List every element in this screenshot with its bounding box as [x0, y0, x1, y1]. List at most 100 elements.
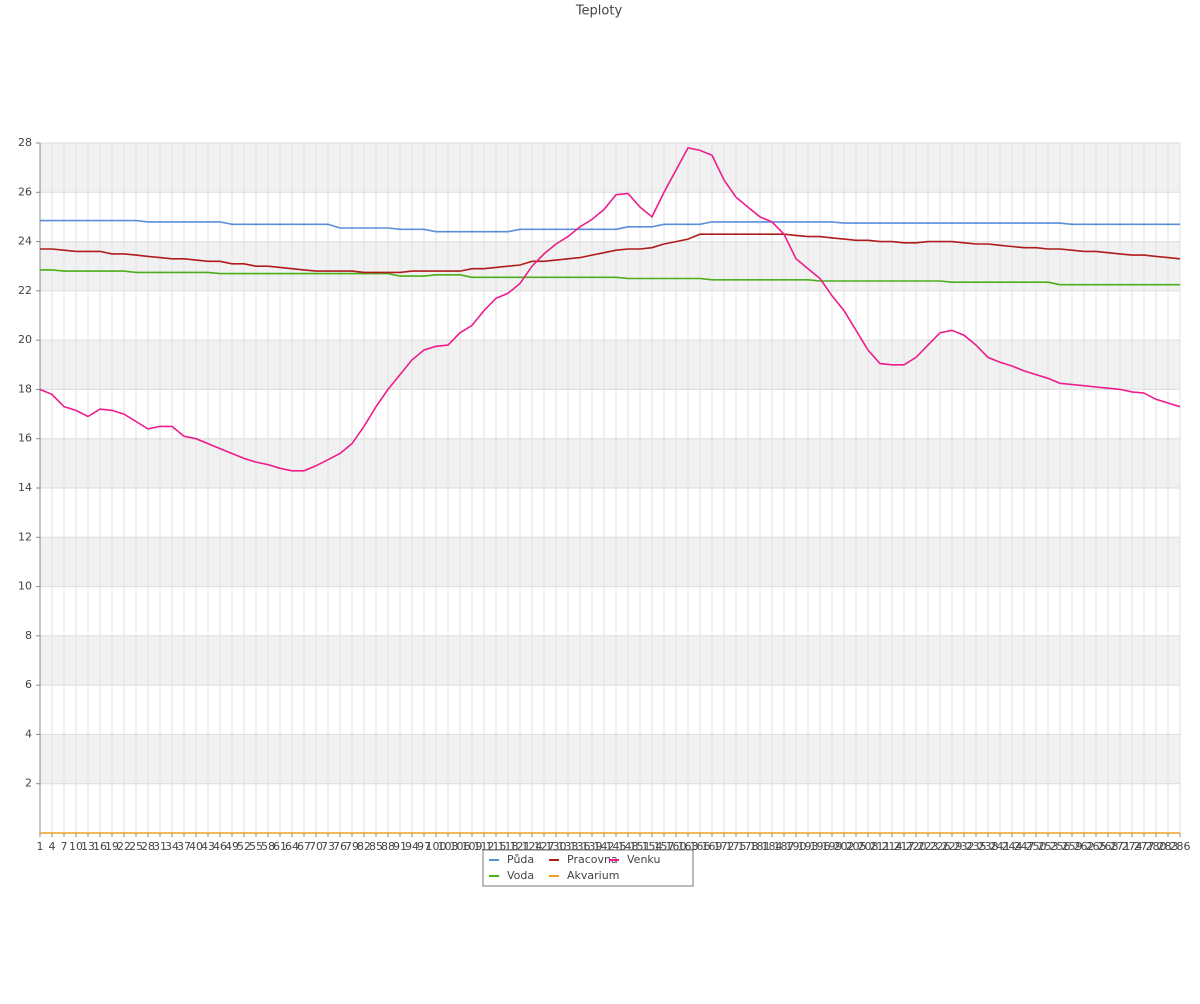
x-tick-label: 13 — [81, 840, 95, 853]
x-tick-label: 58 — [261, 840, 275, 853]
grid-band — [40, 340, 1180, 390]
x-tick-label: 94 — [405, 840, 419, 853]
x-tick-label: 283 — [1158, 840, 1179, 853]
x-tick-label: 76 — [333, 840, 347, 853]
x-tick-label: 193 — [798, 840, 819, 853]
x-tick-label: 217 — [894, 840, 915, 853]
x-tick-label: 22 — [117, 840, 131, 853]
x-tick-label: 202 — [834, 840, 855, 853]
y-tick-label: 12 — [18, 530, 32, 543]
x-tick-label: 181 — [750, 840, 771, 853]
x-tick-label: 178 — [738, 840, 759, 853]
x-tick-label: 10 — [69, 840, 83, 853]
x-tick-label: 190 — [786, 840, 807, 853]
x-tick-label: 16 — [93, 840, 107, 853]
x-tick-label: 229 — [942, 840, 963, 853]
grid-band — [40, 537, 1180, 587]
x-tick-label: 253 — [1038, 840, 1059, 853]
x-tick-label: 244 — [1002, 840, 1023, 853]
legend-label: Voda — [507, 869, 534, 882]
series-line — [40, 219, 1180, 233]
x-tick-label: 28 — [141, 840, 155, 853]
x-tick-label: 235 — [966, 840, 987, 853]
legend-label: Akvarium — [567, 869, 619, 882]
x-tick-label: 256 — [1050, 840, 1071, 853]
x-tick-label: 265 — [1086, 840, 1107, 853]
x-tick-label: 187 — [774, 840, 795, 853]
y-tick-label: 4 — [25, 727, 32, 740]
x-tick-label: 97 — [417, 840, 431, 853]
x-tick-label: 52 — [237, 840, 251, 853]
x-tick-label: 199 — [822, 840, 843, 853]
x-tick-label: 238 — [978, 840, 999, 853]
x-tick-label: 214 — [882, 840, 903, 853]
x-tick-label: 55 — [249, 840, 263, 853]
x-tick-label: 100 — [426, 840, 447, 853]
y-tick-label: 2 — [25, 777, 32, 790]
y-tick-label: 10 — [18, 580, 32, 593]
y-tick-label: 18 — [18, 382, 32, 395]
x-tick-label: 88 — [381, 840, 395, 853]
legend-label: Venku — [627, 853, 660, 866]
x-tick-label: 46 — [213, 840, 227, 853]
grid-band — [40, 635, 1180, 686]
y-tick-label: 20 — [18, 333, 32, 346]
x-tick-label: 286 — [1170, 840, 1191, 853]
x-tick-label: 34 — [165, 840, 179, 853]
x-tick-label: 223 — [918, 840, 939, 853]
legend-label: Půda — [507, 853, 534, 866]
x-tick-label: 73 — [321, 840, 335, 853]
x-tick-label: 205 — [846, 840, 867, 853]
y-tick-label: 14 — [18, 481, 32, 494]
x-tick-label: 43 — [201, 840, 215, 853]
grid-band — [40, 241, 1180, 291]
x-tick-label: 19 — [105, 840, 119, 853]
x-tick-label: 31 — [153, 840, 167, 853]
x-tick-label: 259 — [1062, 840, 1083, 853]
grid-band — [40, 438, 1180, 488]
x-tick-label: 274 — [1122, 840, 1143, 853]
series-line — [40, 233, 1181, 274]
x-tick-label: 4 — [49, 840, 56, 853]
x-tick-label: 241 — [990, 840, 1011, 853]
x-tick-label: 61 — [273, 840, 287, 853]
x-tick-label: 91 — [393, 840, 407, 853]
x-tick-label: 166 — [690, 840, 711, 853]
x-tick-label: 25 — [129, 840, 143, 853]
x-tick-label: 280 — [1146, 840, 1167, 853]
x-tick-label: 37 — [177, 840, 191, 853]
x-tick-label: 79 — [345, 840, 359, 853]
x-tick-label: 172 — [714, 840, 735, 853]
x-tick-label: 85 — [369, 840, 383, 853]
x-tick-label: 211 — [870, 840, 891, 853]
x-tick-label: 226 — [930, 840, 951, 853]
x-tick-label: 106 — [450, 840, 471, 853]
x-tick-label: 49 — [225, 840, 239, 853]
y-tick-label: 28 — [18, 136, 32, 149]
x-tick-label: 208 — [858, 840, 879, 853]
x-tick-label: 250 — [1026, 840, 1047, 853]
y-tick-label: 26 — [18, 185, 32, 198]
chart-title: Teploty — [575, 4, 623, 19]
x-tick-label: 103 — [438, 840, 459, 853]
y-tick-label: 22 — [18, 284, 32, 297]
x-tick-label: 247 — [1014, 840, 1035, 853]
y-tick-label: 6 — [25, 678, 32, 691]
x-tick-label: 67 — [297, 840, 311, 853]
x-tick-label: 40 — [189, 840, 203, 853]
grid-band — [40, 734, 1180, 784]
grid-band — [40, 143, 1180, 193]
x-tick-label: 109 — [462, 840, 483, 853]
x-tick-label: 262 — [1074, 840, 1095, 853]
y-tick-label: 24 — [18, 235, 32, 248]
x-tick-label: 1 — [37, 840, 44, 853]
x-tick-label: 268 — [1098, 840, 1119, 853]
series-line — [40, 269, 1180, 286]
x-tick-label: 196 — [810, 840, 831, 853]
x-tick-label: 169 — [702, 840, 723, 853]
x-tick-label: 271 — [1110, 840, 1131, 853]
legend-label: Pracovna — [567, 853, 618, 866]
x-tick-label: 277 — [1134, 840, 1155, 853]
